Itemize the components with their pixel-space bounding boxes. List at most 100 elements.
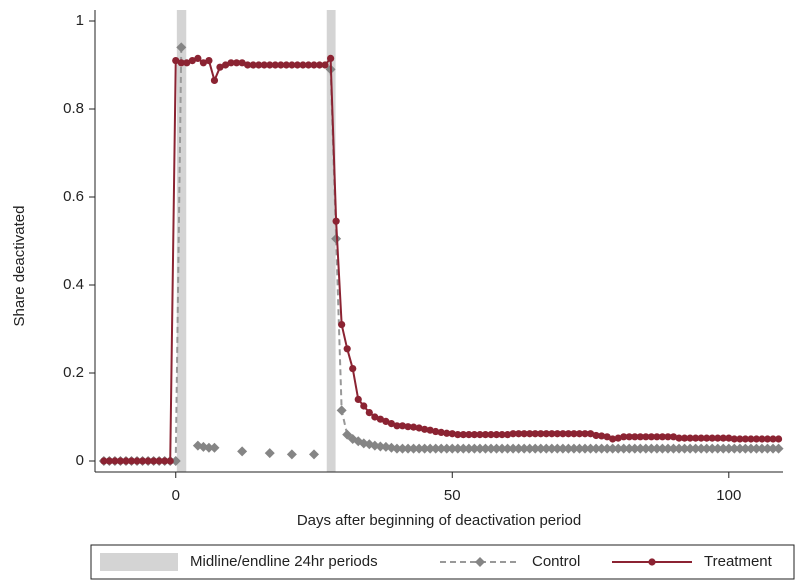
data-point [658, 433, 667, 441]
data-point [768, 443, 779, 454]
data-point [354, 395, 362, 403]
data-point [692, 434, 700, 442]
data-point [542, 430, 550, 438]
data-point [459, 431, 467, 439]
data-point [581, 430, 589, 438]
y-tick-label: 0 [76, 452, 84, 469]
data-point [425, 443, 436, 454]
data-point [176, 42, 187, 53]
data-point [509, 430, 517, 438]
data-point [530, 443, 541, 454]
y-tick-label: 0.6 [63, 188, 84, 205]
data-point [725, 434, 733, 442]
legend-marker [475, 557, 485, 567]
data-point [602, 443, 613, 454]
data-point [144, 457, 152, 465]
data-point [310, 61, 318, 69]
data-point [679, 443, 690, 454]
data-point [546, 443, 557, 454]
data-point [574, 443, 585, 454]
data-point [360, 402, 368, 410]
data-point [465, 431, 473, 439]
data-point [476, 431, 484, 439]
data-point [730, 435, 738, 443]
series-line [103, 47, 779, 462]
data-point [481, 431, 490, 439]
data-point [685, 443, 696, 454]
data-point [647, 433, 655, 441]
data-point [448, 430, 456, 438]
data-point [365, 409, 373, 417]
data-point [629, 443, 640, 454]
data-point [469, 443, 480, 454]
data-point [454, 431, 462, 439]
data-point [343, 345, 351, 353]
data-point [513, 443, 524, 454]
data-point [105, 457, 113, 465]
data-point [371, 413, 379, 421]
data-point [485, 443, 496, 454]
data-point [745, 443, 756, 454]
data-point [729, 443, 740, 454]
data-point [382, 417, 390, 425]
data-point [618, 443, 629, 454]
data-point [170, 456, 181, 466]
data-point [548, 430, 556, 438]
data-point [403, 443, 414, 454]
data-point [653, 433, 661, 441]
data-point [635, 443, 646, 454]
data-point [714, 434, 722, 442]
data-point [116, 457, 125, 465]
y-tick-label: 1 [76, 12, 84, 29]
data-point [708, 434, 716, 442]
data-point [620, 433, 628, 441]
legend-marker [648, 558, 656, 566]
data-point [756, 443, 767, 454]
data-point [575, 430, 584, 438]
data-point [391, 443, 402, 454]
data-point [237, 446, 248, 457]
data-point [480, 443, 491, 454]
data-point [613, 443, 624, 454]
data-point [419, 443, 430, 454]
data-point [199, 59, 207, 67]
y-tick-label: 0.4 [63, 276, 84, 293]
legend-label: Treatment [704, 553, 773, 570]
data-point [221, 61, 230, 69]
y-tick-label: 0.2 [63, 364, 84, 381]
data-point [264, 448, 275, 459]
data-point [675, 434, 683, 442]
data-point [426, 426, 434, 434]
data-point [375, 441, 386, 452]
shaded-period [326, 10, 336, 472]
data-point [282, 61, 290, 69]
data-point [701, 443, 712, 454]
data-point [674, 443, 685, 454]
data-point [563, 443, 574, 454]
data-point [232, 59, 241, 67]
data-point [255, 61, 263, 69]
data-point [712, 443, 723, 454]
data-point [271, 61, 279, 69]
data-point [498, 431, 506, 439]
data-point [277, 61, 285, 69]
x-tick-label: 50 [444, 487, 461, 504]
data-point [723, 443, 734, 454]
data-point [568, 443, 579, 454]
data-point [188, 57, 196, 65]
data-point [244, 61, 252, 69]
data-point [631, 433, 639, 441]
data-point [437, 428, 445, 436]
x-tick-label: 0 [172, 487, 180, 504]
data-point [127, 457, 136, 465]
data-point [535, 443, 546, 454]
data-point [519, 443, 530, 454]
data-point [415, 424, 423, 432]
data-point [651, 443, 662, 454]
data-point [398, 422, 407, 430]
data-point [718, 443, 729, 454]
shaded-period [176, 10, 187, 472]
data-point [238, 59, 246, 67]
data-point [393, 422, 401, 430]
data-point [338, 321, 346, 329]
